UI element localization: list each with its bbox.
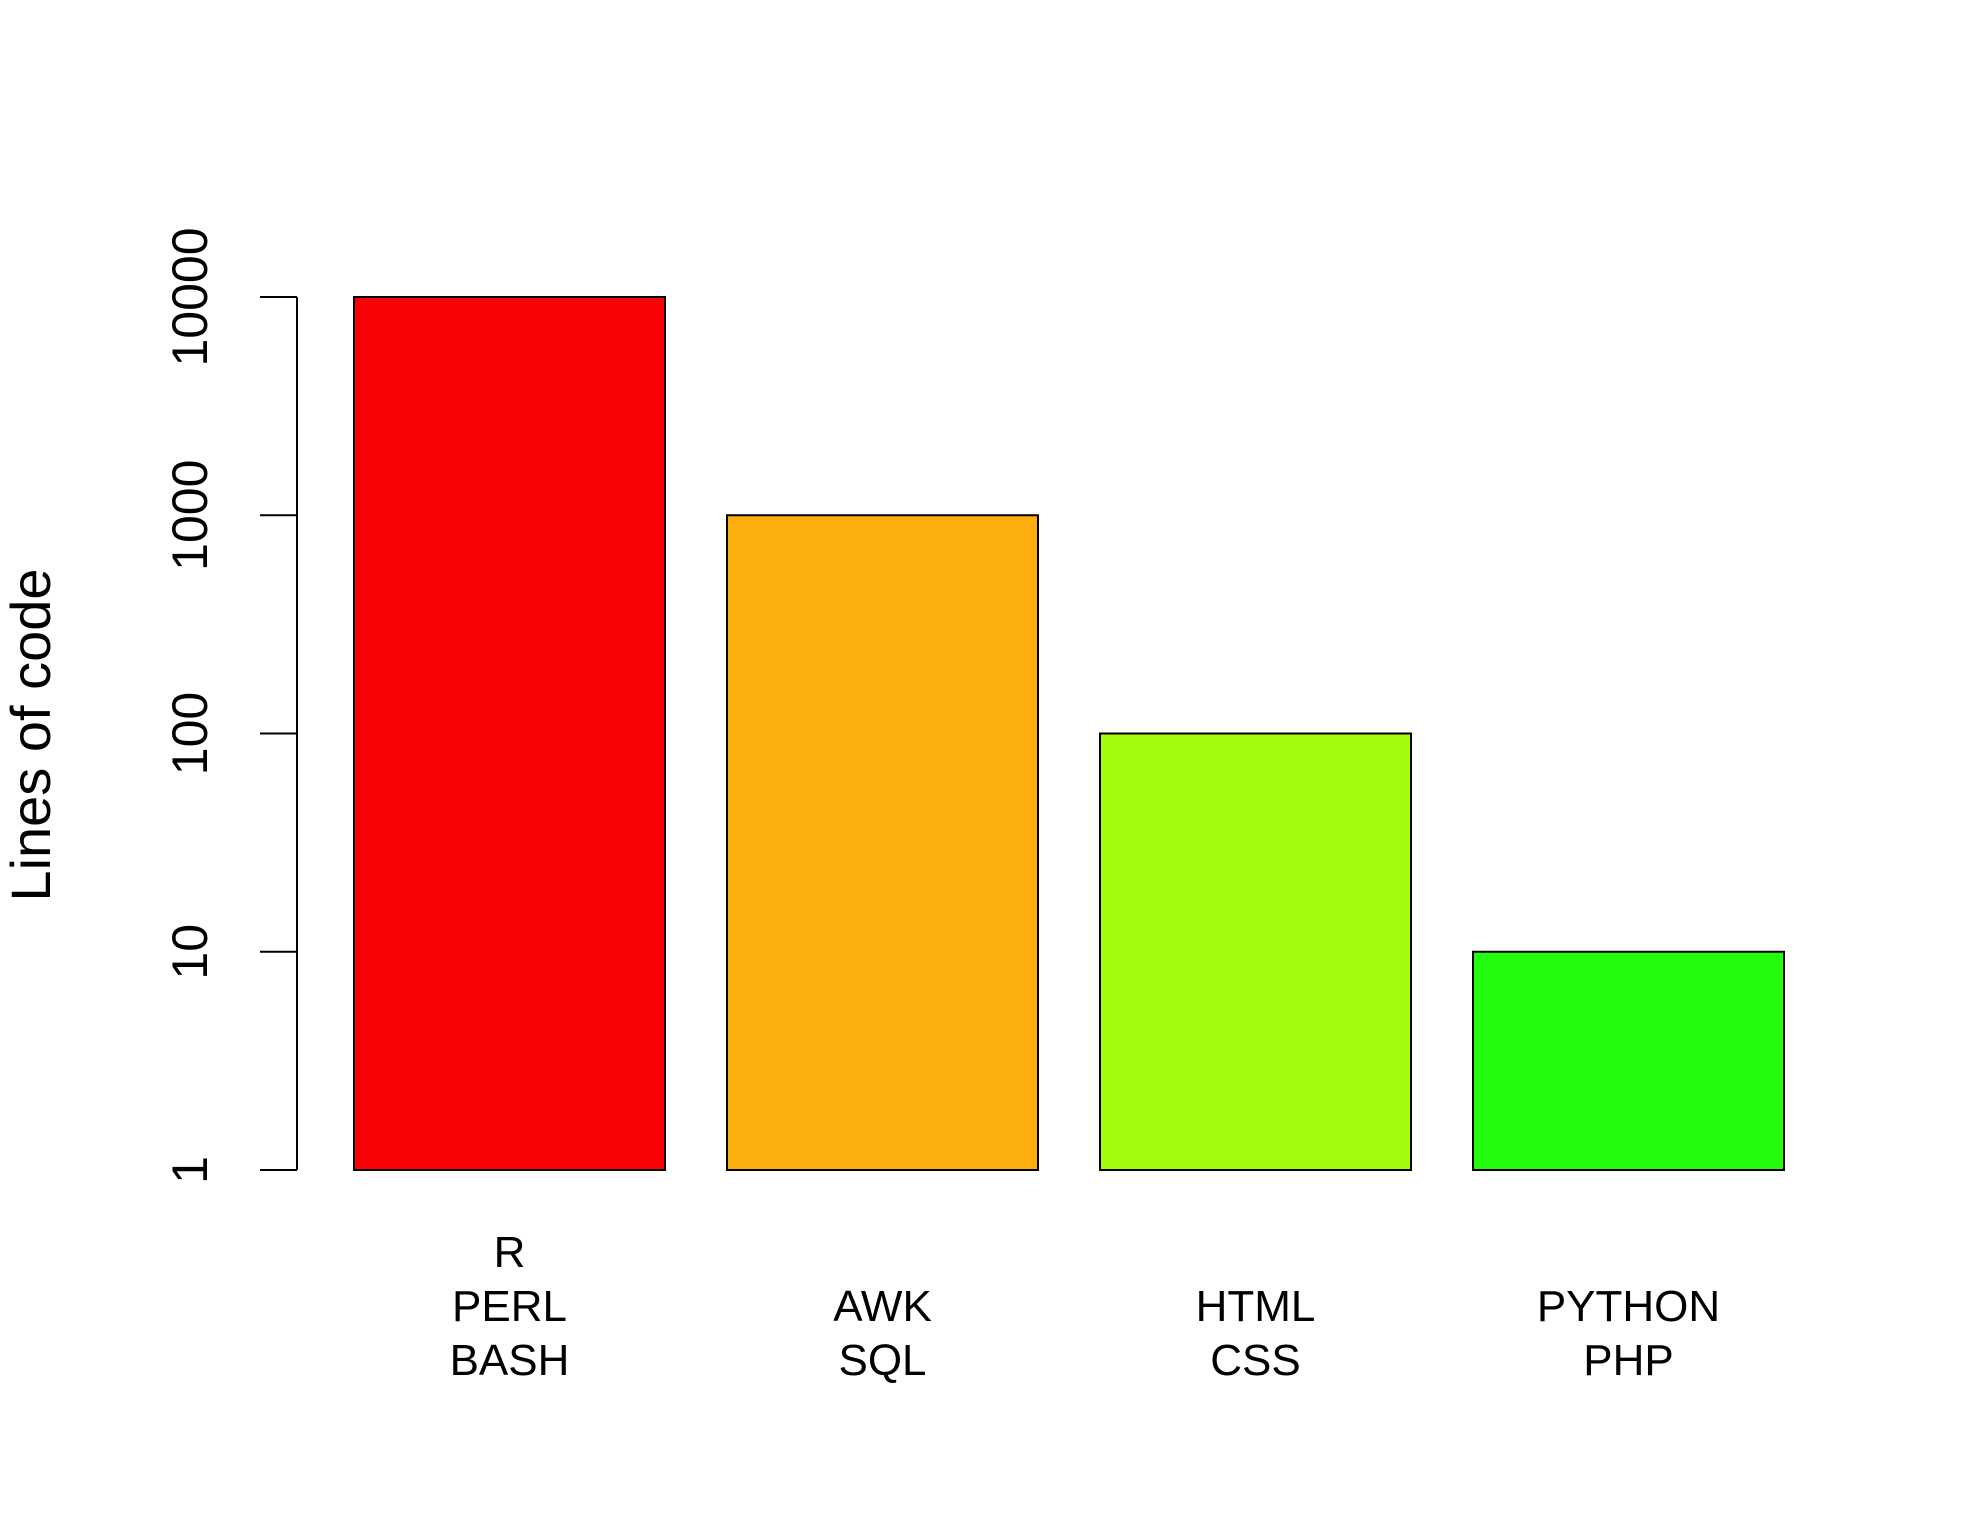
bars bbox=[353, 296, 1785, 1171]
y-axis-label: Lines of code bbox=[0, 568, 62, 901]
y-tick-label: 1 bbox=[162, 1156, 218, 1184]
bar bbox=[1099, 732, 1412, 1171]
x-category-label: PERL bbox=[452, 1282, 567, 1331]
y-tick-label: 100 bbox=[162, 692, 218, 775]
y-tick-label: 10000 bbox=[162, 227, 218, 366]
y-axis: 1 10 100 1000 10000 bbox=[162, 227, 298, 1184]
x-category-label: CSS bbox=[1210, 1336, 1300, 1385]
x-category-label: BASH bbox=[450, 1336, 570, 1385]
x-category-label: PHP bbox=[1583, 1336, 1673, 1385]
x-category-label: R bbox=[494, 1228, 526, 1277]
bar bbox=[726, 514, 1039, 1171]
y-tick-label: 10 bbox=[162, 924, 218, 980]
x-category-label: SQL bbox=[838, 1336, 926, 1385]
x-category-label: AWK bbox=[833, 1282, 932, 1331]
bar bbox=[353, 296, 666, 1171]
x-axis-labels: R PERL BASH AWK SQL HTML CSS PYTHON PHP bbox=[450, 1228, 1721, 1385]
x-category-label: HTML bbox=[1196, 1282, 1316, 1331]
x-category-label: PYTHON bbox=[1537, 1282, 1720, 1331]
y-tick-label: 1000 bbox=[162, 460, 218, 571]
bar bbox=[1472, 950, 1785, 1171]
